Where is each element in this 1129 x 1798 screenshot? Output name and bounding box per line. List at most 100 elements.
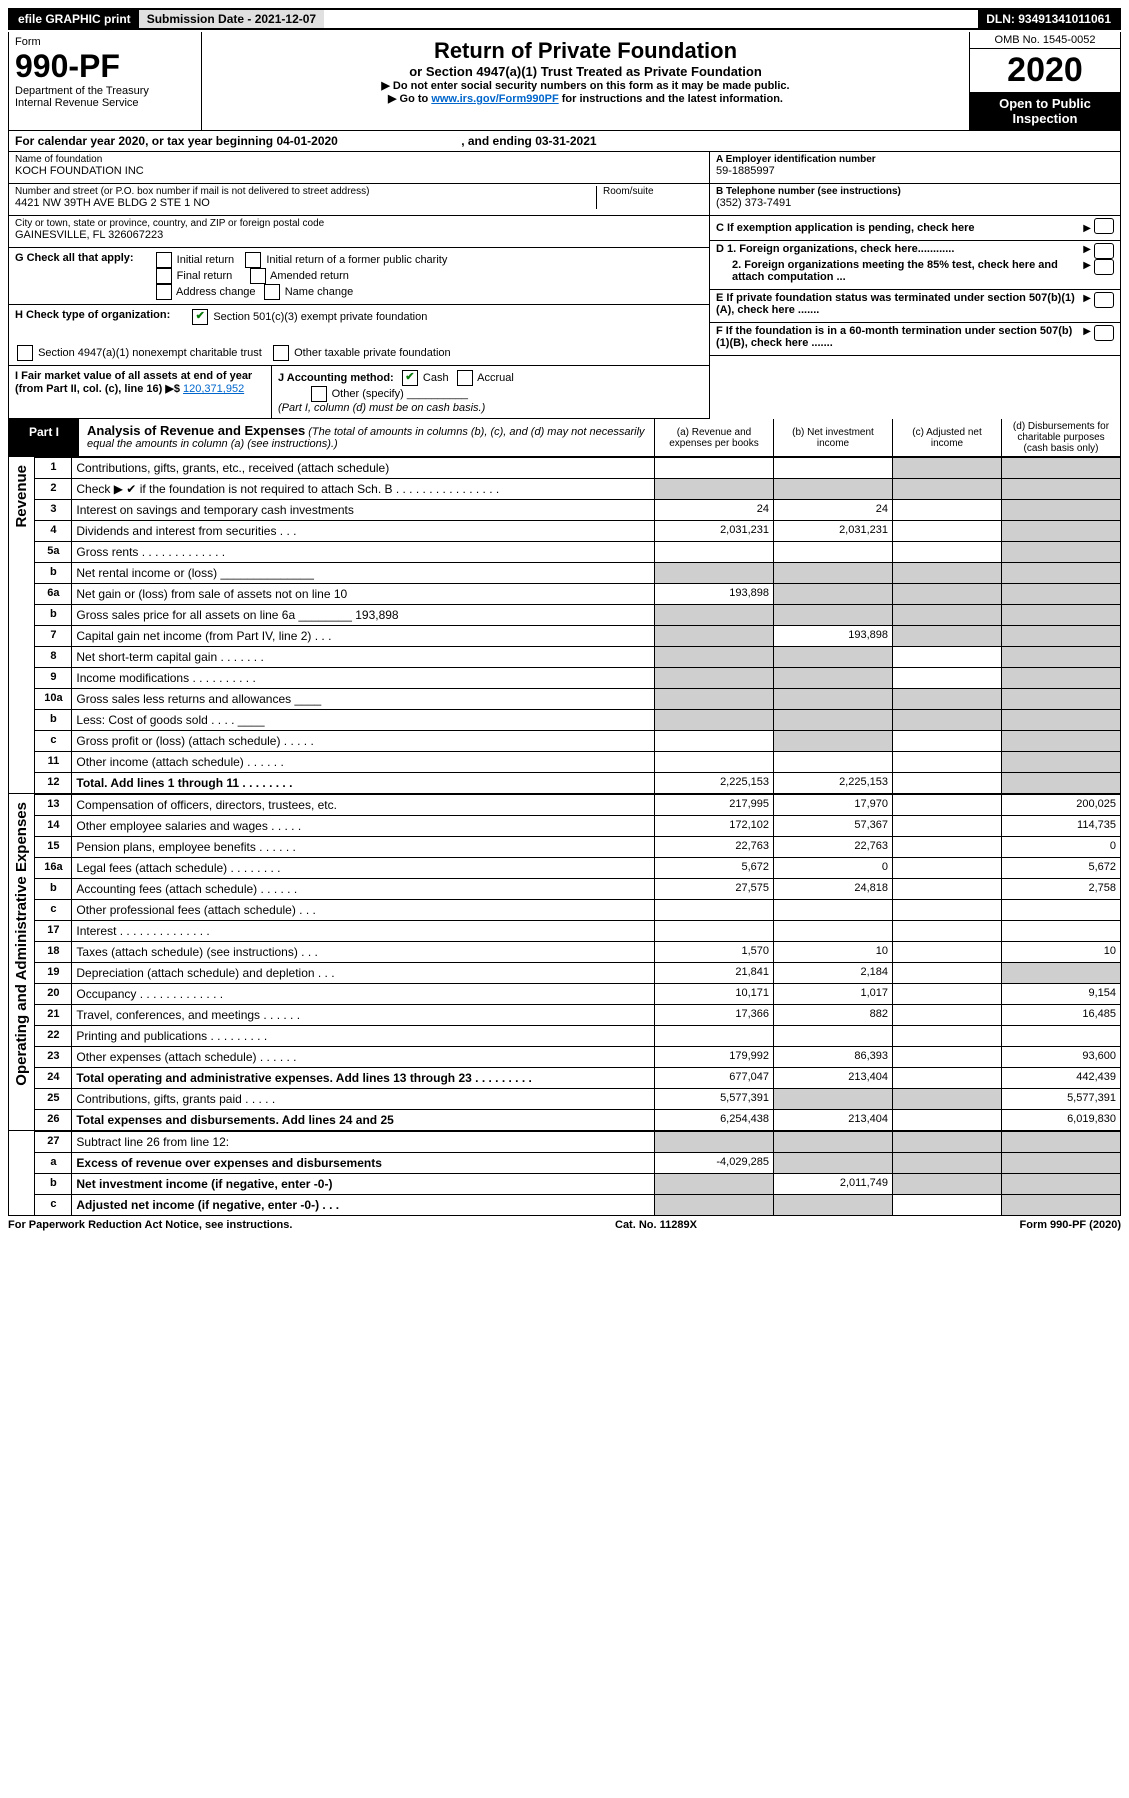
chk-other-method[interactable]: [311, 386, 327, 402]
chk-501c3[interactable]: [192, 309, 208, 325]
table-row: 18Taxes (attach schedule) (see instructi…: [35, 942, 1121, 963]
table-row: 13Compensation of officers, directors, t…: [35, 795, 1121, 816]
table-row: 10aGross sales less returns and allowanc…: [35, 689, 1121, 710]
table-row: bNet rental income or (loss) ___________…: [35, 563, 1121, 584]
note-ssn: ▶ Do not enter social security numbers o…: [208, 79, 963, 92]
g-label: G Check all that apply:: [15, 252, 134, 300]
phone: (352) 373-7491: [716, 197, 1114, 209]
part1-tag: Part I: [9, 419, 79, 456]
chk-other-taxable[interactable]: [273, 345, 289, 361]
efile-label: efile GRAPHIC print: [10, 10, 139, 28]
table-row: 16aLegal fees (attach schedule) . . . . …: [35, 858, 1121, 879]
form-footer: Form 990-PF (2020): [1020, 1219, 1121, 1231]
table-row: 23Other expenses (attach schedule) . . .…: [35, 1047, 1121, 1068]
c-label: C If exemption application is pending, c…: [716, 222, 1083, 234]
form-number: 990-PF: [15, 48, 195, 85]
form-label: Form: [15, 36, 195, 48]
note-link-row: ▶ Go to www.irs.gov/Form990PF for instru…: [208, 92, 963, 105]
g-opt-3: Amended return: [270, 270, 349, 282]
tax-year: 2020: [970, 49, 1120, 92]
table-row: 19Depreciation (attach schedule) and dep…: [35, 963, 1121, 984]
chk-4947a1[interactable]: [17, 345, 33, 361]
f-label: F If the foundation is in a 60-month ter…: [716, 325, 1083, 349]
table-row: 22Printing and publications . . . . . . …: [35, 1026, 1121, 1047]
chk-final-return[interactable]: [156, 268, 172, 284]
expenses-side-label: Operating and Administrative Expenses: [8, 794, 34, 1131]
table-row: 14Other employee salaries and wages . . …: [35, 816, 1121, 837]
table-row: 4Dividends and interest from securities …: [35, 521, 1121, 542]
h-label: H Check type of organization:: [15, 309, 170, 325]
note-pre: ▶ Go to: [388, 93, 431, 105]
fmv-value[interactable]: 120,371,952: [183, 383, 244, 395]
chk-f[interactable]: [1094, 325, 1114, 341]
pra-notice: For Paperwork Reduction Act Notice, see …: [8, 1219, 292, 1231]
table-row: 26Total expenses and disbursements. Add …: [35, 1110, 1121, 1131]
form-title: Return of Private Foundation: [208, 38, 963, 64]
submission-date: Submission Date - 2021-12-07: [139, 10, 324, 28]
table-row: cOther professional fees (attach schedul…: [35, 900, 1121, 921]
cal-begin: 04-01-2020: [276, 134, 337, 148]
form-header: Form 990-PF Department of the Treasury I…: [8, 32, 1121, 131]
part1-header: Part I Analysis of Revenue and Expenses …: [8, 419, 1121, 457]
table-row: bLess: Cost of goods sold . . . . ____: [35, 710, 1121, 731]
j-cash: Cash: [423, 372, 449, 384]
col-a-head: (a) Revenue and expenses per books: [654, 419, 773, 456]
chk-amended[interactable]: [250, 268, 266, 284]
table-row: 15Pension plans, employee benefits . . .…: [35, 837, 1121, 858]
form-subtitle: or Section 4947(a)(1) Trust Treated as P…: [208, 64, 963, 79]
table-row: 25Contributions, gifts, grants paid . . …: [35, 1089, 1121, 1110]
e-label: E If private foundation status was termi…: [716, 292, 1083, 316]
chk-initial-return[interactable]: [156, 252, 172, 268]
table-row: 21Travel, conferences, and meetings . . …: [35, 1005, 1121, 1026]
chk-c[interactable]: [1094, 218, 1114, 234]
open-to-public: Open to Public Inspection: [970, 92, 1120, 130]
table-row: bAccounting fees (attach schedule) . . .…: [35, 879, 1121, 900]
net-side: [8, 1131, 34, 1216]
chk-e[interactable]: [1094, 292, 1114, 308]
d1-label: D 1. Foreign organizations, check here..…: [716, 243, 1083, 259]
revenue-side-label: Revenue: [8, 457, 34, 794]
part1-title: Analysis of Revenue and Expenses: [87, 423, 305, 438]
chk-cash[interactable]: [402, 370, 418, 386]
table-row: 9Income modifications . . . . . . . . . …: [35, 668, 1121, 689]
foundation-name-label: Name of foundation: [15, 154, 703, 165]
dln: DLN: 93491341011061: [978, 10, 1119, 28]
j-other: Other (specify): [332, 388, 404, 400]
table-row: 24Total operating and administrative exp…: [35, 1068, 1121, 1089]
table-row: cAdjusted net income (if negative, enter…: [35, 1195, 1121, 1216]
note-post: for instructions and the latest informat…: [562, 93, 783, 105]
net-table: 27Subtract line 26 from line 12:aExcess …: [34, 1131, 1121, 1216]
table-row: 27Subtract line 26 from line 12:: [35, 1132, 1121, 1153]
table-row: cGross profit or (loss) (attach schedule…: [35, 731, 1121, 752]
chk-address-change[interactable]: [156, 284, 172, 300]
irs-label: Internal Revenue Service: [15, 97, 195, 109]
g-opt-1: Initial return of a former public charit…: [266, 254, 447, 266]
city: GAINESVILLE, FL 326067223: [15, 229, 703, 241]
col-b-head: (b) Net investment income: [773, 419, 892, 456]
g-opt-2: Final return: [177, 270, 233, 282]
room-label: Room/suite: [603, 186, 703, 197]
j-accrual: Accrual: [477, 372, 514, 384]
section-h: H Check type of organization: Section 50…: [9, 305, 709, 366]
table-row: 20Occupancy . . . . . . . . . . . . .10,…: [35, 984, 1121, 1005]
table-row: bGross sales price for all assets on lin…: [35, 605, 1121, 626]
cal-mid: , and ending: [461, 134, 535, 148]
chk-initial-former[interactable]: [245, 252, 261, 268]
table-row: 12Total. Add lines 1 through 11 . . . . …: [35, 773, 1121, 794]
table-row: 7Capital gain net income (from Part IV, …: [35, 626, 1121, 647]
h-opt-2: Section 4947(a)(1) nonexempt charitable …: [38, 347, 262, 359]
chk-name-change[interactable]: [264, 284, 280, 300]
chk-accrual[interactable]: [457, 370, 473, 386]
dept-label: Department of the Treasury: [15, 85, 195, 97]
chk-d1[interactable]: [1094, 243, 1114, 259]
d2-label: 2. Foreign organizations meeting the 85%…: [716, 259, 1083, 283]
section-g: G Check all that apply: Initial return I…: [9, 248, 709, 305]
expenses-table: 13Compensation of officers, directors, t…: [34, 794, 1121, 1131]
cat-number: Cat. No. 11289X: [615, 1219, 697, 1231]
form990pf-link[interactable]: www.irs.gov/Form990PF: [431, 93, 558, 105]
col-c-head: (c) Adjusted net income: [892, 419, 1001, 456]
phone-label: B Telephone number (see instructions): [716, 186, 1114, 197]
table-row: 8Net short-term capital gain . . . . . .…: [35, 647, 1121, 668]
chk-d2[interactable]: [1094, 259, 1114, 275]
top-bar: efile GRAPHIC print Submission Date - 20…: [8, 8, 1121, 30]
